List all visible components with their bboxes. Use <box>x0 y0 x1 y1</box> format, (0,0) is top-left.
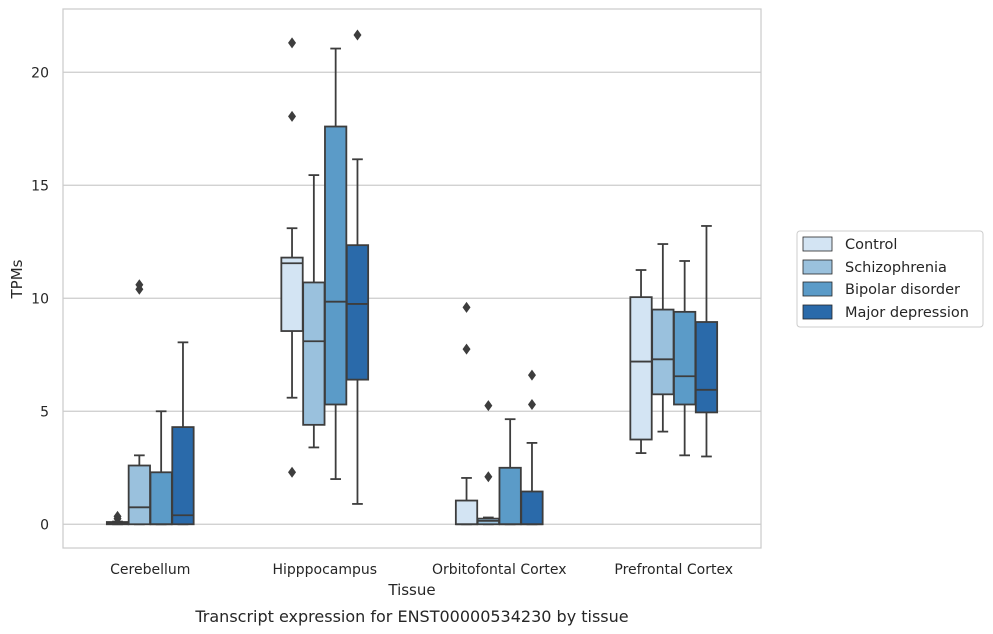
box-schizophrenia-orbitofontal-cortex <box>476 400 500 526</box>
y-tick-label-20: 20 <box>31 65 49 81</box>
box-bipolar-disorder-orbitofontal-cortex <box>498 418 522 526</box>
x-axis-title: Tissue <box>387 581 435 599</box>
box-body <box>324 125 348 406</box>
box-control-orbitofontal-cortex <box>454 301 479 526</box>
box-body <box>651 308 675 396</box>
box-body <box>454 499 479 526</box>
legend-label-major-depression: Major depression <box>845 305 969 321</box>
box-major-depression-cerebellum <box>171 341 195 526</box>
outlier-point <box>527 398 536 410</box>
box-plots <box>105 29 719 526</box>
box-body <box>520 490 544 526</box>
box-body <box>127 464 151 526</box>
outlier-point <box>462 343 471 355</box>
y-tick-label-10: 10 <box>31 291 49 307</box>
legend-label-bipolar-disorder: Bipolar disorder <box>845 282 960 298</box>
legend-swatch-major-depression <box>802 304 833 320</box>
legend-swatch-bipolar-disorder <box>802 281 833 297</box>
outlier-point <box>462 301 471 313</box>
box-body <box>345 244 370 381</box>
x-tick-label-cerebellum: Cerebellum <box>110 562 190 578</box>
y-tick-label-15: 15 <box>31 178 49 194</box>
box-major-depression-prefrontal-cortex <box>694 225 719 458</box>
box-body <box>302 281 326 426</box>
x-tick-label-hipppocampus: Hipppocampus <box>272 562 377 578</box>
box-body <box>673 310 697 406</box>
legend: Control Schizophrenia Bipolar disorder M… <box>796 230 984 328</box>
outlier-point <box>527 369 536 381</box>
chart-caption: Transcript expression for ENST0000053423… <box>194 607 628 626</box>
y-tick-label-0: 0 <box>40 517 49 533</box>
outlier-point <box>113 510 122 522</box>
box-major-depression-orbitofontal-cortex <box>520 369 544 526</box>
x-tick-label-prefrontal-cortex: Prefrontal Cortex <box>614 562 733 578</box>
legend-label-schizophrenia: Schizophrenia <box>845 260 947 276</box>
x-tick-label-orbitofontal-cortex: Orbitofontal Cortex <box>432 562 567 578</box>
box-major-depression-hipppocampus <box>345 29 370 505</box>
outlier-point <box>288 466 297 478</box>
outlier-point <box>484 471 493 483</box>
box-body <box>629 296 653 441</box>
legend-label-control: Control <box>845 237 897 253</box>
plot-frame <box>62 8 762 549</box>
legend-swatch-control <box>802 236 833 252</box>
y-tick-labels: 0 5 10 15 20 <box>31 65 49 533</box>
box-body <box>498 466 522 526</box>
y-tick-label-5: 5 <box>40 404 49 420</box>
box-body <box>171 426 195 526</box>
outlier-point <box>288 37 297 49</box>
outlier-point <box>484 400 493 412</box>
legend-swatch-schizophrenia <box>802 259 833 275</box>
legend-frame <box>796 230 984 328</box>
outlier-point <box>288 110 297 122</box>
y-axis-title: TPMs <box>8 259 26 299</box>
box-body <box>149 471 173 526</box>
x-tick-labels: Cerebellum Hipppocampus Orbitofontal Corte… <box>110 562 733 578</box>
box-control-cerebellum <box>105 510 130 526</box>
box-body <box>694 321 719 414</box>
box-control-prefrontal-cortex <box>629 269 653 454</box>
outlier-point <box>135 279 144 291</box>
box-body <box>280 256 304 332</box>
outlier-point <box>353 29 362 41</box>
